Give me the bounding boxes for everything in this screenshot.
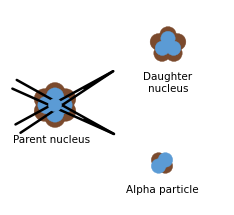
Circle shape: [46, 88, 64, 105]
Text: Alpha particle: Alpha particle: [126, 185, 198, 195]
Circle shape: [48, 98, 62, 112]
Text: Daughter
nucleus: Daughter nucleus: [143, 72, 193, 94]
Circle shape: [55, 101, 76, 121]
Circle shape: [45, 83, 65, 103]
Circle shape: [151, 159, 166, 173]
Circle shape: [151, 153, 166, 167]
Circle shape: [150, 34, 167, 50]
Circle shape: [158, 159, 173, 173]
Text: Parent nucleus: Parent nucleus: [13, 135, 91, 145]
Circle shape: [34, 101, 55, 121]
Circle shape: [55, 96, 72, 114]
Circle shape: [34, 89, 55, 109]
Circle shape: [46, 104, 64, 122]
Circle shape: [158, 153, 173, 167]
Circle shape: [160, 27, 176, 43]
Circle shape: [163, 40, 173, 50]
Circle shape: [154, 45, 170, 61]
Circle shape: [161, 31, 175, 46]
Circle shape: [169, 34, 186, 50]
Circle shape: [55, 89, 76, 109]
Circle shape: [38, 96, 55, 114]
Circle shape: [166, 41, 181, 55]
Circle shape: [45, 107, 65, 127]
Circle shape: [155, 41, 170, 55]
Circle shape: [166, 45, 182, 61]
